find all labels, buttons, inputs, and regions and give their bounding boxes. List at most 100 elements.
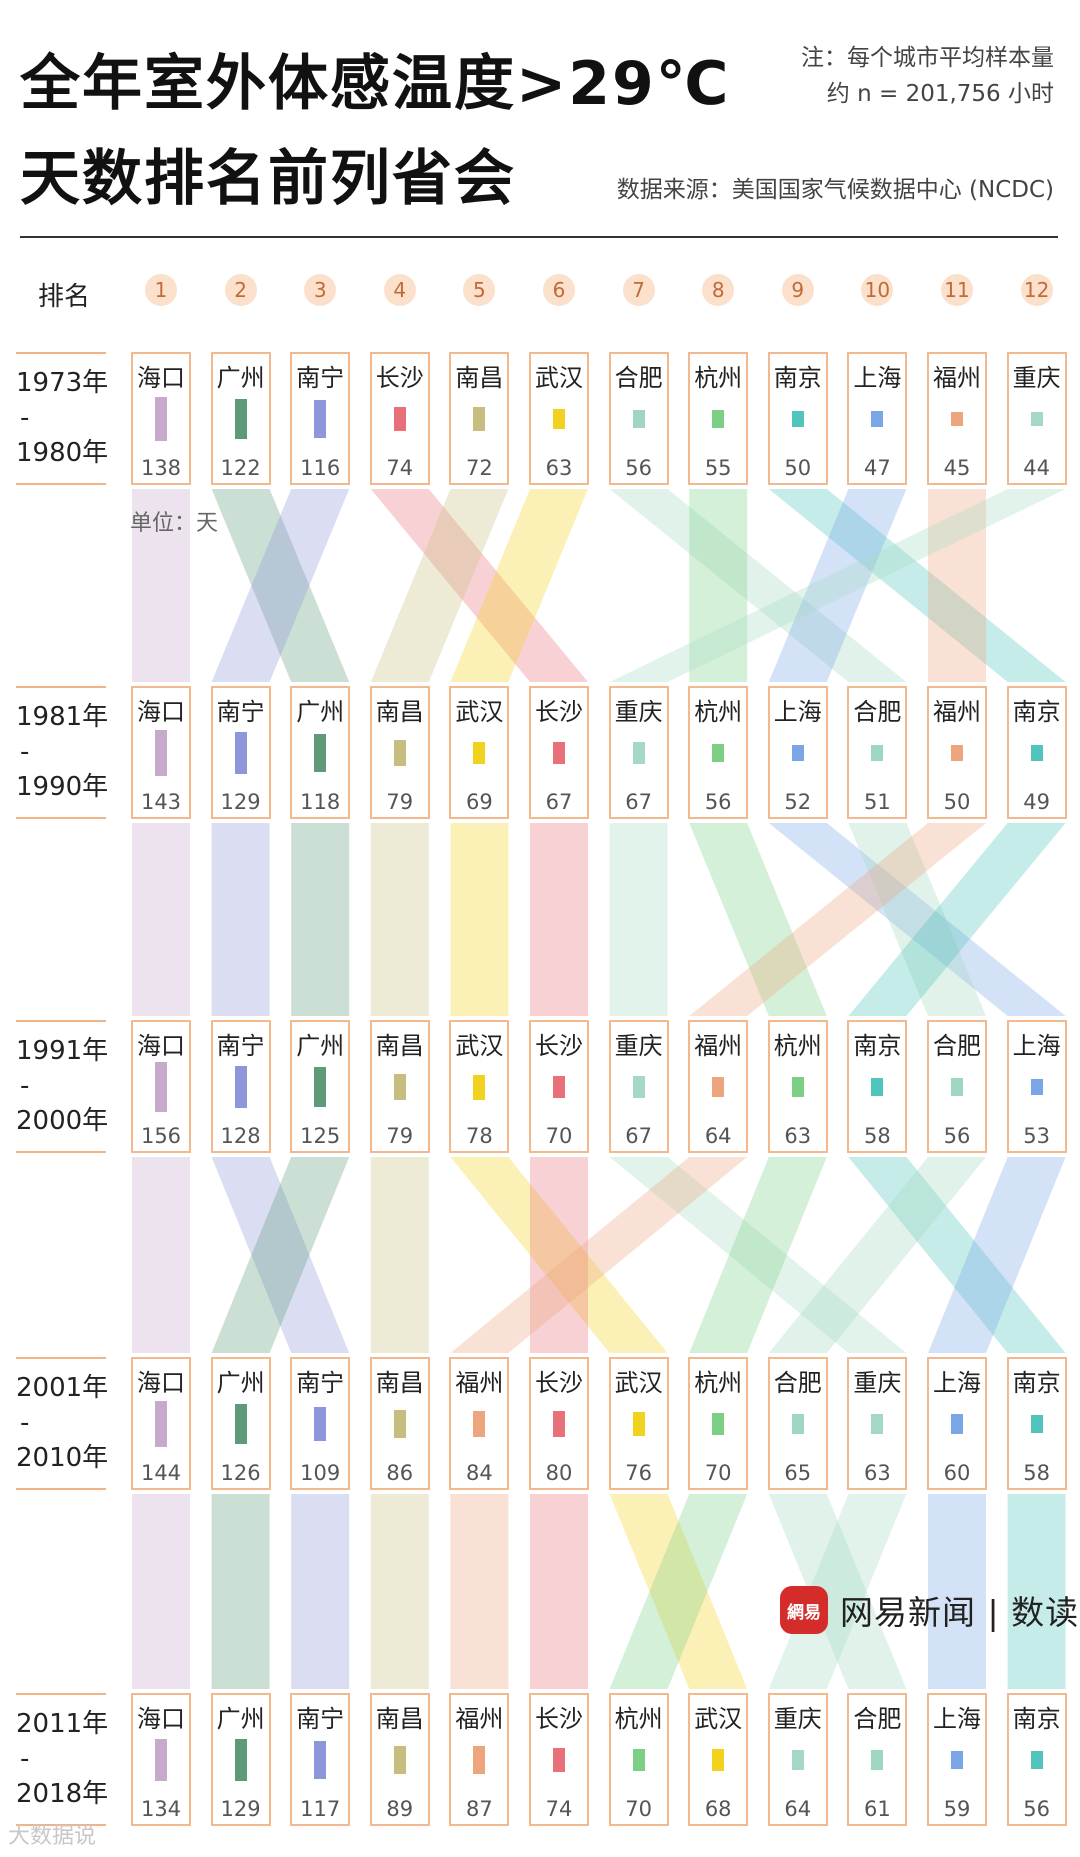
city-name: 杭州 xyxy=(694,698,743,726)
value-bar xyxy=(155,730,167,776)
city-name: 福州 xyxy=(933,698,981,726)
city-cell: 福州 87 xyxy=(449,1693,510,1826)
period-start: 1973年 xyxy=(16,368,109,398)
city-name: 南昌 xyxy=(375,1032,424,1060)
city-value: 44 xyxy=(1023,456,1050,480)
city-cell: 南京 56 xyxy=(1006,1693,1067,1826)
city-value: 144 xyxy=(140,1461,182,1485)
value-bar xyxy=(393,407,406,431)
city-value: 60 xyxy=(943,1461,971,1485)
value-bar xyxy=(234,1066,247,1108)
city-cell: 武汉 68 xyxy=(688,1693,749,1826)
period-dash: - xyxy=(20,737,30,767)
rank-number: 10 xyxy=(861,274,894,306)
city-name: 福州 xyxy=(694,1032,743,1060)
city-cell: 重庆 63 xyxy=(847,1357,908,1490)
period-rule xyxy=(16,1151,106,1153)
city-name: 长沙 xyxy=(535,1705,583,1733)
city-value: 70 xyxy=(545,1124,573,1148)
value-bar xyxy=(314,1066,327,1108)
city-name: 武汉 xyxy=(535,364,583,392)
value-bar xyxy=(791,744,804,762)
city-name: 合肥 xyxy=(853,698,902,726)
flow-band xyxy=(768,1157,986,1353)
value-bar xyxy=(553,1075,565,1099)
value-bar xyxy=(632,1411,645,1437)
flow-band xyxy=(609,1494,748,1689)
city-value: 134 xyxy=(140,1797,182,1821)
city-cell: 南京 58 xyxy=(1006,1357,1067,1490)
value-bar xyxy=(155,1400,167,1448)
city-value: 70 xyxy=(704,1461,732,1485)
value-bar xyxy=(553,1411,565,1437)
city-cell: 南昌 79 xyxy=(369,686,430,819)
city-value: 67 xyxy=(625,1124,652,1148)
city-name: 南昌 xyxy=(455,364,504,392)
flow-band xyxy=(689,823,827,1016)
city-value: 79 xyxy=(386,790,414,814)
unit-label: 单位：天 xyxy=(130,511,219,536)
period-label: 1981年 - 1990年 xyxy=(16,700,112,805)
value-bar xyxy=(712,1749,725,1771)
city-cell: 南京 49 xyxy=(1006,686,1067,819)
city-value: 143 xyxy=(140,790,182,814)
city-name: 南宁 xyxy=(296,1369,345,1397)
city-value: 59 xyxy=(943,1797,971,1821)
city-value: 53 xyxy=(1023,1124,1050,1148)
period-end: 2010年 xyxy=(16,1443,109,1473)
value-bar xyxy=(871,1077,884,1097)
city-name: 南宁 xyxy=(216,1032,265,1060)
period-end: 1990年 xyxy=(16,772,109,802)
city-value: 58 xyxy=(1023,1461,1050,1485)
rank-number: 7 xyxy=(622,274,655,306)
city-name: 武汉 xyxy=(455,698,504,726)
flow-band xyxy=(370,823,429,1016)
city-name: 海口 xyxy=(137,1369,185,1397)
value-bar xyxy=(791,1076,804,1098)
value-bar xyxy=(712,410,725,428)
value-bar xyxy=(314,1741,327,1779)
city-cell: 重庆 44 xyxy=(1006,352,1067,485)
city-value: 70 xyxy=(625,1797,652,1821)
city-value: 64 xyxy=(784,1797,812,1821)
city-value: 72 xyxy=(466,456,493,480)
period-end: 2018年 xyxy=(16,1779,109,1809)
sample-note-line-2: 约 n = 201,756 小时 xyxy=(826,81,1054,107)
city-name: 南京 xyxy=(853,1032,902,1060)
period-start: 2001年 xyxy=(16,1373,109,1403)
rank-number: 2 xyxy=(224,274,257,306)
city-cell: 南京 58 xyxy=(847,1020,908,1153)
city-cell: 海口 144 xyxy=(131,1357,191,1490)
flow-band xyxy=(848,823,1066,1016)
city-name: 南京 xyxy=(1012,1369,1061,1397)
city-cell: 合肥 51 xyxy=(847,686,908,819)
period-rule xyxy=(16,352,106,354)
city-name: 上海 xyxy=(773,698,822,726)
flow-band xyxy=(132,489,190,682)
value-bar xyxy=(393,1745,406,1775)
flow-band xyxy=(689,1157,827,1353)
flow-band xyxy=(689,823,986,1016)
flow-band xyxy=(450,1157,748,1353)
value-bar xyxy=(234,1739,247,1781)
flow-band xyxy=(450,1494,509,1689)
city-cell: 长沙 74 xyxy=(369,352,430,485)
city-cell: 南宁 129 xyxy=(210,686,271,819)
city-name: 南昌 xyxy=(375,1369,424,1397)
city-value: 118 xyxy=(300,790,341,814)
flow-band xyxy=(928,489,986,682)
city-cell: 广州 118 xyxy=(290,686,351,819)
city-name: 南昌 xyxy=(375,698,424,726)
city-value: 79 xyxy=(386,1124,414,1148)
city-cell: 武汉 78 xyxy=(449,1020,510,1153)
city-cell: 长沙 74 xyxy=(529,1693,589,1826)
value-bar xyxy=(234,1403,247,1445)
city-name: 南京 xyxy=(1012,698,1061,726)
city-cell: 福州 64 xyxy=(688,1020,749,1153)
city-cell: 合肥 56 xyxy=(608,352,669,485)
title-line-1: 全年室外体感温度>29℃ xyxy=(20,49,731,119)
city-cell: 合肥 65 xyxy=(767,1357,828,1490)
value-bar xyxy=(712,744,725,762)
rank-number: 8 xyxy=(702,274,735,306)
period-rule xyxy=(16,817,106,819)
